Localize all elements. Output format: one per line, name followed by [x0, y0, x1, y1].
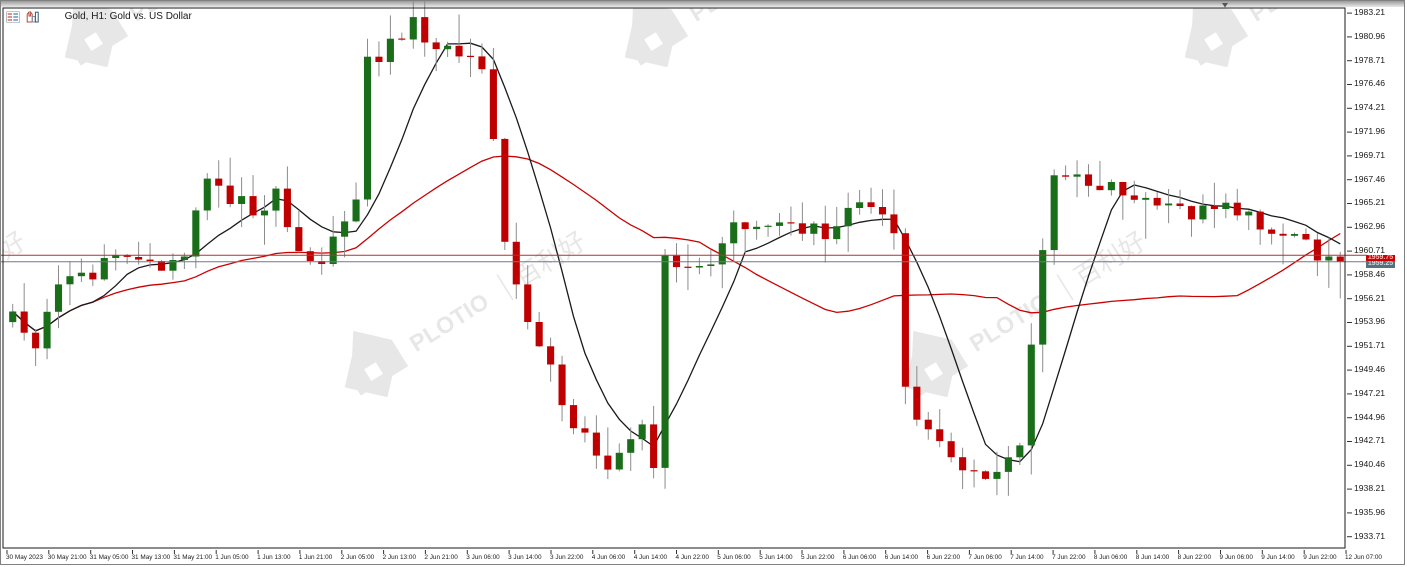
svg-text:百利好: 百利好: [1, 226, 31, 293]
svg-text:PLOTIO: PLOTIO: [405, 288, 494, 357]
svg-text:百利好: 百利好: [1069, 226, 1151, 293]
svg-text:百利好: 百利好: [509, 226, 591, 293]
